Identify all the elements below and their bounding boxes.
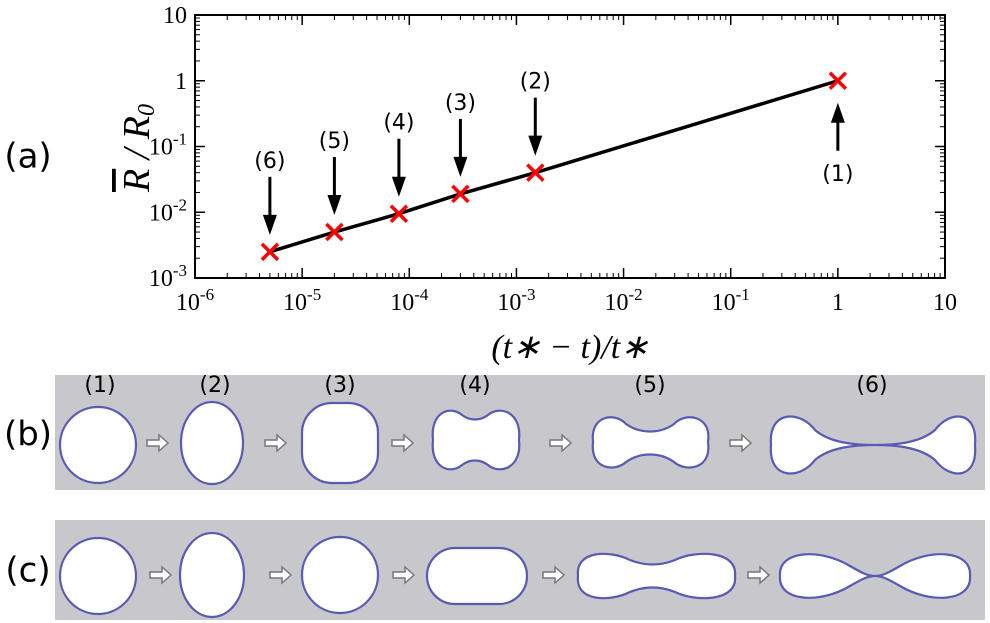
- tick-label: 10-1: [149, 130, 187, 161]
- y-label-slash: / R: [116, 116, 158, 169]
- tick-label: 10-1: [712, 285, 750, 316]
- annotation: (4): [383, 111, 414, 136]
- arrow: [264, 433, 288, 453]
- tick-exponent: -2: [628, 285, 642, 304]
- tick-base: 10: [390, 290, 414, 316]
- arrow: [747, 565, 771, 585]
- panel-label: (c): [5, 551, 50, 591]
- tick-label: 10-6: [176, 285, 214, 316]
- tick-label: 10-5: [283, 285, 321, 316]
- tick-base: 10: [283, 290, 307, 316]
- y-label-main: R: [116, 169, 158, 193]
- arrow: [391, 433, 415, 453]
- drop: [300, 401, 380, 485]
- fit-line: [269, 79, 839, 254]
- tick-exponent: -1: [736, 285, 750, 304]
- tick-base: 10: [149, 266, 173, 292]
- marker: [828, 71, 848, 90]
- annotation: (3): [445, 91, 476, 116]
- tick-label: 10: [933, 290, 957, 316]
- annotation: (5): [319, 129, 350, 154]
- drop: [300, 535, 380, 615]
- marker: [389, 204, 409, 223]
- stage-label: (2): [199, 373, 230, 398]
- tick-base: 10: [176, 290, 200, 316]
- drop: [179, 400, 245, 486]
- tick-exponent: -3: [173, 261, 187, 280]
- drop: [178, 531, 246, 619]
- stage-label: (5): [634, 373, 665, 398]
- stage-label: (4): [459, 373, 490, 398]
- panel-label: (a): [4, 137, 51, 177]
- marker: [451, 184, 470, 204]
- y-label-sub: 0: [134, 104, 160, 116]
- arrow: [549, 433, 573, 453]
- arrow: [269, 565, 293, 585]
- marker: [526, 163, 545, 182]
- tick-base: 10: [149, 200, 173, 226]
- x-axis-label: (t∗ − t)/t∗: [491, 329, 648, 366]
- y-axis-label: R / R0: [116, 104, 160, 193]
- arrow: [146, 433, 170, 453]
- tick-base: 10: [497, 290, 521, 316]
- stage-label: (3): [324, 373, 355, 398]
- tick-label: 1: [175, 69, 187, 95]
- stage-labels: (1) (2) (3) (4) (5) (6): [84, 373, 887, 398]
- tick-exponent: -3: [521, 285, 535, 304]
- tick-base: 10: [149, 135, 173, 161]
- arrow: [392, 565, 416, 585]
- drop: [58, 405, 138, 485]
- tick-base: 10: [604, 290, 628, 316]
- tick-exponent: -5: [307, 285, 321, 304]
- annotation-arrowhead: [453, 156, 468, 177]
- annotation-arrowhead: [830, 102, 845, 123]
- annotation: (1): [822, 162, 853, 187]
- drop: [778, 553, 972, 599]
- annotation-arrowhead: [262, 214, 277, 235]
- tick-label: 10-3: [497, 285, 535, 316]
- annotation: (2): [520, 70, 551, 95]
- marker: [325, 222, 344, 242]
- drop: [58, 536, 138, 616]
- tick-exponent: -6: [200, 285, 214, 304]
- annotation-arrowhead: [528, 135, 543, 156]
- annotation-arrowhead: [391, 176, 406, 197]
- annotation: (6): [254, 149, 285, 174]
- tick-label: 10-3: [149, 261, 187, 292]
- marker: [260, 242, 280, 262]
- drop: [591, 416, 710, 469]
- panel-label: (b): [4, 415, 52, 455]
- stage-label: (6): [856, 373, 887, 398]
- drop: [769, 415, 977, 475]
- annotation-arrowhead: [327, 195, 342, 216]
- stage-label: (1): [84, 373, 115, 398]
- arrow: [149, 565, 173, 585]
- tick-label: 10-2: [604, 285, 642, 316]
- tick-label: 1: [832, 290, 844, 316]
- drop: [431, 409, 521, 471]
- drop: [425, 546, 529, 606]
- arrow: [542, 565, 566, 585]
- tick-label: 10-4: [390, 285, 429, 316]
- shapes-c: [58, 531, 972, 619]
- tick-label: 10-2: [149, 195, 187, 226]
- tick-label: 10: [163, 3, 187, 29]
- tick-base: 10: [712, 290, 736, 316]
- drop: [576, 552, 737, 600]
- tick-exponent: -4: [414, 285, 429, 304]
- shapes-b: [58, 400, 977, 486]
- tick-exponent: -2: [173, 195, 187, 214]
- arrow: [729, 433, 753, 453]
- tick-exponent: -1: [173, 130, 187, 149]
